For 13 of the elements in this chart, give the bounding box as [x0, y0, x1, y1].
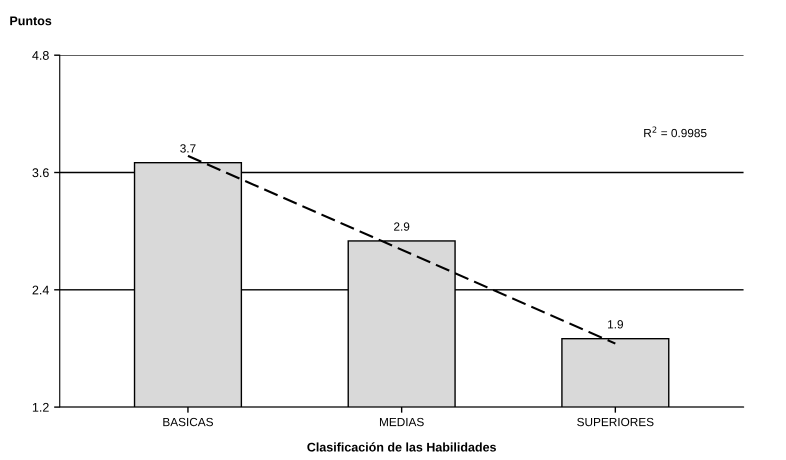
x-axis-title: Clasificación de las Habilidades [307, 442, 496, 452]
y-tick-label: 1.2 [32, 402, 49, 412]
y-tick-label: 4.8 [32, 51, 49, 60]
data-label: 3.7 [180, 144, 196, 153]
x-tick-label: SUPERIORES [577, 418, 654, 426]
annotation: R$^{2}$ = 0.9985 [644, 126, 707, 138]
y-tick-label: 3.6 [32, 168, 49, 178]
y-axis-title: Puntos [10, 16, 52, 26]
x-tick-label: MEDIAS [380, 418, 424, 426]
x-tick-label: BASICAS [163, 418, 213, 426]
data-label: 2.9 [394, 222, 410, 231]
data-label: 1.9 [608, 320, 623, 329]
y-tick-label: 2.4 [32, 286, 49, 294]
